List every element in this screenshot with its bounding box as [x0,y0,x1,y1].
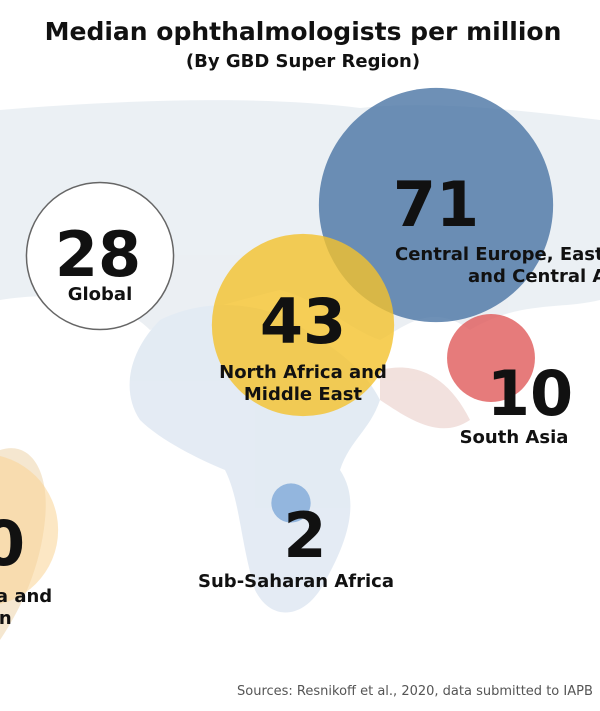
bubble [211,233,395,417]
value-label: 2 [283,499,326,572]
bubble [25,181,175,331]
bubble [0,456,59,604]
value-label: 43 [260,285,346,358]
region-label: Caribbean [0,608,12,629]
bubble [318,87,554,323]
region-label: Middle East [244,384,363,405]
region-label: North Africa and [219,362,387,383]
bubble [447,314,535,402]
value-label: 30 [0,507,25,580]
source-note: Sources: Resnikoff et al., 2020, data su… [237,684,593,699]
region-label: Latin America and [0,586,52,607]
region-label: Global [68,284,133,305]
bubble [271,483,311,523]
region-label: South Asia [460,427,569,448]
chart-subtitle: (By GBD Super Region) [186,51,420,72]
value-label: 28 [55,218,141,291]
region-label: Sub-Saharan Africa [198,571,394,592]
region-label: Central Europe, Eastern Europe, [395,244,600,265]
value-label: 71 [393,168,479,241]
value-label: 10 [487,357,573,430]
region-label: and Central Asia [468,266,600,287]
chart-title: Median ophthalmologists per million [45,17,562,46]
